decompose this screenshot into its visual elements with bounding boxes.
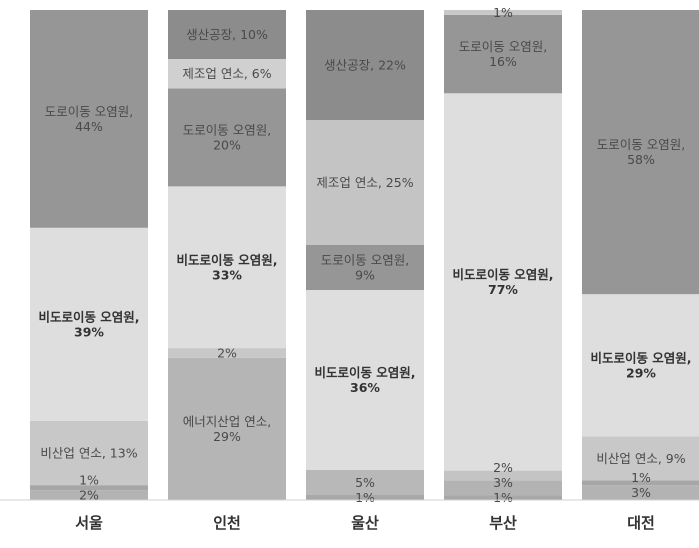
segment-label-2-3: 도로이동 오염원, 9% (321, 253, 409, 283)
bar-segment-4-2 (582, 436, 699, 481)
segment-label-2-1: 5% (355, 475, 375, 490)
category-label-0: 서울 (75, 514, 103, 532)
segment-label-3-1: 3% (493, 475, 513, 490)
category-label-1: 인천 (213, 514, 241, 532)
bar-segment-2-3 (306, 245, 424, 290)
segment-label-3-4: 도로이동 오염원, 16% (459, 39, 547, 69)
bar-segment-3-4 (444, 14, 562, 94)
bar-segment-4-4 (582, 10, 699, 295)
category-labels: 서울 인천 울산 부산 대전 (75, 514, 655, 532)
labels-layer: 2%1%비산업 연소, 13%비도로이동 오염원, 39%도로이동 오염원, 44%… (38, 5, 691, 505)
segment-label-2-0: 1% (355, 490, 375, 505)
bar-segment-3-0 (444, 495, 562, 500)
bar-segment-2-5 (306, 10, 424, 120)
bar-segment-0-2 (30, 420, 148, 486)
bar-segment-2-4 (306, 120, 424, 245)
segment-label-0-2: 비산업 연소, 13% (40, 445, 137, 460)
segment-label-1-4: 제조업 연소, 6% (182, 66, 271, 81)
bar-segment-4-3 (582, 294, 699, 437)
segment-label-4-4: 도로이동 오염원, 58% (597, 137, 685, 167)
bar-segment-1-5 (168, 10, 286, 59)
bar-segment-1-4 (168, 59, 286, 89)
segment-label-2-5: 생산공장, 22% (324, 58, 406, 73)
segment-label-0-0: 2% (79, 488, 99, 503)
category-label-3: 부산 (489, 514, 517, 532)
bar-segment-4-0 (582, 485, 699, 500)
segment-label-2-4: 제조업 연소, 25% (316, 175, 413, 190)
segment-label-4-0: 3% (631, 485, 651, 500)
bar-segment-0-0 (30, 490, 148, 500)
bar-segment-1-0 (168, 357, 286, 500)
segment-label-0-1: 1% (79, 473, 99, 488)
segment-label-1-1: 2% (217, 346, 237, 361)
segment-label-3-0: 1% (493, 490, 513, 505)
segment-label-4-3: 비도로이동 오염원, 29% (590, 350, 691, 380)
bar-segment-3-5 (444, 10, 562, 15)
category-label-4: 대전 (627, 514, 655, 532)
bar-segment-0-3 (30, 227, 148, 421)
bar-segment-4-1 (582, 480, 699, 486)
segment-label-0-4: 도로이동 오염원, 44% (45, 104, 133, 134)
bar-segment-0-1 (30, 485, 148, 491)
bar-segment-1-2 (168, 186, 286, 349)
segment-label-3-2: 2% (493, 460, 513, 475)
segment-label-3-5: 1% (493, 5, 513, 20)
segment-label-3-3: 비도로이동 오염원, 77% (452, 267, 553, 297)
segment-label-0-3: 비도로이동 오염원, 39% (38, 309, 139, 339)
segment-label-2-2: 비도로이동 오염원, 36% (314, 365, 415, 395)
segment-label-4-1: 1% (631, 470, 651, 485)
bar-segment-2-0 (306, 495, 424, 500)
bar-segment-2-1 (306, 470, 424, 495)
bar-segment-1-1 (168, 348, 286, 358)
segment-label-1-3: 도로이동 오염원, 20% (183, 122, 271, 152)
segment-label-1-2: 비도로이동 오염원, 33% (176, 252, 277, 282)
bar-segment-2-2 (306, 290, 424, 470)
bar-segment-3-3 (444, 93, 562, 471)
bars-layer (30, 10, 699, 500)
category-label-2: 울산 (351, 514, 379, 532)
segment-label-4-2: 비산업 연소, 9% (596, 451, 685, 466)
bar-segment-3-2 (444, 470, 562, 481)
segment-label-1-0: 에너지산업 연소, 29% (183, 414, 271, 444)
bar-segment-0-4 (30, 10, 148, 228)
segment-label-1-5: 생산공장, 10% (186, 27, 268, 42)
bar-segment-3-1 (444, 480, 562, 496)
bar-segment-1-3 (168, 88, 286, 187)
